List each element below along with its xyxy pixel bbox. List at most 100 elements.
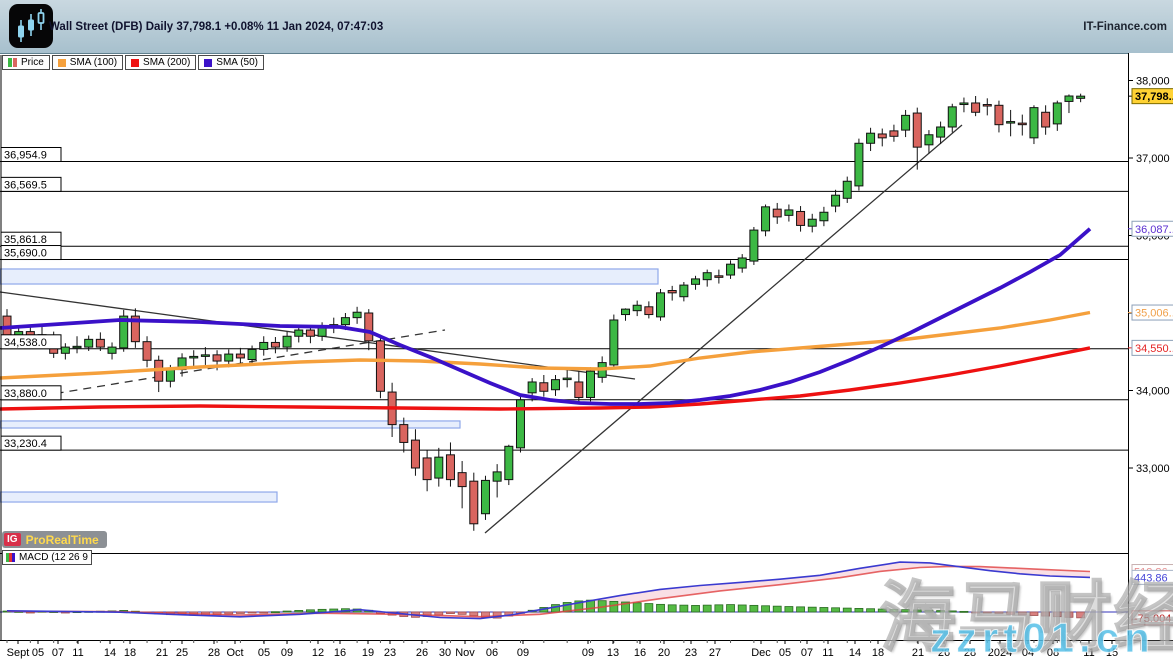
date-tick-label: Nov: [455, 647, 475, 659]
title-bar: Wall Street (DFB) Daily 37,798.1 +0.08% …: [0, 0, 1173, 54]
level-label: 33,230.4: [4, 438, 47, 450]
macd-histogram-bar: [1064, 611, 1074, 618]
date-tick-label: 05: [32, 647, 44, 659]
legend-button-price[interactable]: Price: [2, 55, 50, 70]
date-tick-label: Dec: [751, 647, 771, 659]
date-tick-label: 12: [312, 647, 324, 659]
macd-histogram-bar: [1017, 611, 1027, 616]
macd-histogram-bar: [994, 611, 1004, 615]
candle-up: [84, 338, 94, 348]
macd-histogram-bar: [294, 610, 304, 613]
date-tick-label: 23: [685, 647, 697, 659]
macd-histogram-bar: [726, 604, 735, 613]
macd-histogram-bar: [632, 602, 642, 613]
candle-up: [224, 353, 234, 362]
candle-down: [644, 306, 654, 316]
date-axis[interactable]: [0, 640, 1173, 660]
sma-50-line: [0, 227, 1092, 406]
candle-up: [480, 479, 490, 515]
sma-100-line: [0, 310, 1091, 380]
macd-histogram-bar: [25, 611, 35, 614]
candle-up: [632, 304, 642, 312]
candle-up: [959, 102, 969, 106]
candle-down: [130, 315, 140, 343]
macd-histogram-bar: [702, 604, 712, 613]
macd-histogram-bar: [259, 611, 269, 614]
macd-value-label: 443.86: [1134, 572, 1168, 584]
candle-down: [667, 290, 677, 294]
date-tick-label: 11: [72, 647, 83, 659]
price-tag-label: 35,006..: [1135, 308, 1173, 320]
date-tick-label: 21: [156, 647, 168, 659]
price-axis[interactable]: [1128, 53, 1173, 660]
macd-histogram-bar: [469, 611, 479, 617]
prorealtime-label: ProRealTime: [25, 532, 99, 547]
candle-up: [1052, 102, 1062, 125]
macd-histogram-bar: [959, 610, 969, 613]
macd-histogram-bar: [1041, 611, 1051, 617]
date-tick-label: 27: [709, 647, 721, 659]
price-tick-label: 34,000: [1136, 386, 1170, 398]
price-tick-label: 38,000: [1136, 76, 1170, 88]
candle-up: [749, 229, 759, 262]
candle-down: [469, 480, 479, 525]
candle-down: [772, 208, 782, 218]
macd-histogram-bar: [819, 607, 829, 613]
candle-up: [282, 335, 292, 348]
macd-histogram-bar: [1029, 611, 1039, 616]
macd-indicator-tab[interactable]: MACD (12 26 9: [2, 550, 92, 565]
macd-histogram-bar: [936, 610, 945, 613]
date-tick-label: 16: [634, 647, 646, 659]
legend-button-sma-200-[interactable]: SMA (200): [125, 55, 197, 70]
legend-button-sma-100-[interactable]: SMA (100): [51, 55, 124, 70]
macd-histogram-bar: [1052, 611, 1062, 618]
date-tick-label: 19: [362, 647, 374, 659]
ig-logo: IG: [4, 533, 21, 546]
macd-value-tag: [1131, 569, 1173, 585]
macd-tab-label: MACD (12 26 9: [19, 552, 88, 563]
macd-histogram-bar: [656, 603, 665, 613]
macd-histogram-bar: [574, 600, 584, 613]
date-tick-label: 08: [1047, 647, 1059, 659]
candle-down: [445, 454, 455, 481]
macd-histogram-bar: [889, 608, 899, 613]
macd-histogram-bar: [761, 605, 770, 613]
it-finance-link[interactable]: IT-Finance.com: [1083, 21, 1167, 33]
candle-down: [971, 102, 981, 113]
macd-histogram-bar: [1006, 611, 1016, 615]
legend-label: SMA (50): [216, 57, 258, 68]
price-tick-label: 37,000: [1136, 153, 1170, 165]
macd-histogram-bar: [235, 611, 245, 614]
sma-color-icon: [204, 58, 213, 67]
level-label: 35,690.0: [4, 248, 47, 260]
macd-histogram-bar: [282, 610, 292, 613]
drawn-rectangle-zone: [0, 491, 278, 503]
candle-down: [364, 312, 374, 342]
candle-down: [796, 210, 806, 226]
macd-histogram-bar: [667, 604, 677, 613]
price-tag-label: 36,087..: [1135, 224, 1173, 236]
candle-up: [1006, 121, 1016, 124]
date-tick-label: 21: [912, 647, 924, 659]
macd-histogram-bar: [609, 600, 619, 613]
macd-icon: [6, 553, 15, 562]
candle-down: [994, 104, 1004, 126]
level-label: 35,861.8: [4, 234, 47, 246]
candle-up: [72, 345, 82, 349]
candle-down: [982, 104, 992, 107]
candle-up: [492, 471, 502, 482]
level-label: 36,954.9: [4, 149, 47, 161]
date-tick-label: 28: [964, 647, 976, 659]
date-tick-label: 04: [1022, 647, 1034, 659]
candle-up: [726, 263, 736, 276]
date-tick-label: Sept: [7, 647, 30, 659]
macd-histogram-bar: [621, 601, 630, 613]
date-tick-label: 25: [176, 647, 188, 659]
legend-button-sma-50-[interactable]: SMA (50): [198, 55, 264, 70]
date-tick-label: 28: [208, 647, 220, 659]
candle-down: [877, 133, 887, 139]
price-tag: [1131, 339, 1173, 356]
date-tick-label: 05: [258, 647, 270, 659]
candle-up: [1076, 95, 1086, 99]
